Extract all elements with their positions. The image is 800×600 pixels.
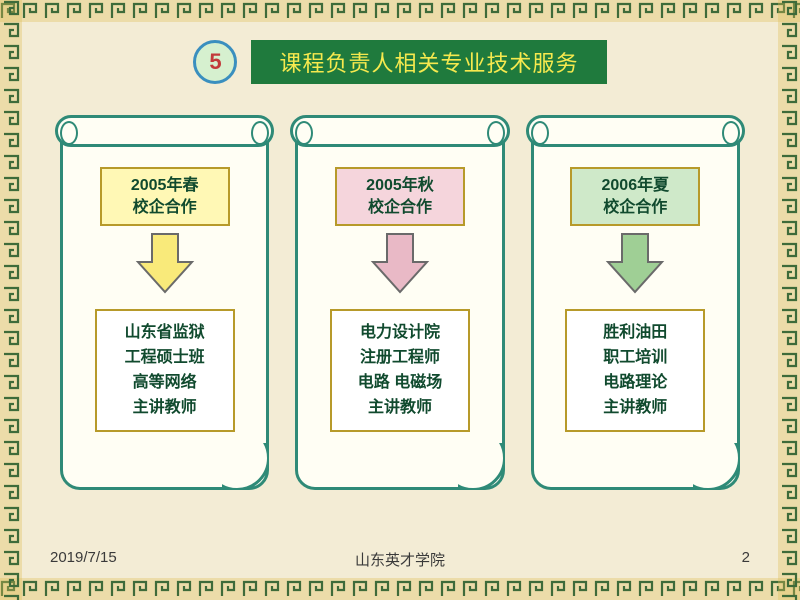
period-box: 2006年夏校企合作 <box>570 167 700 226</box>
header-title: 课程负责人相关专业技术服务 <box>279 51 578 76</box>
scroll-card-2: 2006年夏校企合作 胜利油田职工培训电路理论主讲教师 <box>531 130 740 490</box>
detail-line: 主讲教师 <box>105 396 225 421</box>
period-line1: 2005年春 <box>110 175 220 197</box>
down-arrow-icon <box>600 232 670 301</box>
border-right-pattern <box>778 0 800 600</box>
detail-line: 主讲教师 <box>575 396 695 421</box>
scroll-top-roll <box>526 115 745 147</box>
scroll-row: 2005年春校企合作 山东省监狱工程硕士班高等网络主讲教师2005年秋校企合作 … <box>60 130 740 490</box>
detail-line: 电路 电磁场 <box>340 371 460 396</box>
detail-line: 主讲教师 <box>340 396 460 421</box>
scroll-card-1: 2005年秋校企合作 电力设计院注册工程师电路 电磁场主讲教师 <box>295 130 504 490</box>
detail-line: 电力设计院 <box>340 321 460 346</box>
detail-box: 电力设计院注册工程师电路 电磁场主讲教师 <box>330 309 470 432</box>
detail-line: 注册工程师 <box>340 346 460 371</box>
detail-line: 职工培训 <box>575 346 695 371</box>
detail-line: 胜利油田 <box>575 321 695 346</box>
detail-line: 工程硕士班 <box>105 346 225 371</box>
slide-header: 5 课程负责人相关专业技术服务 <box>0 40 800 84</box>
period-line2: 校企合作 <box>580 197 690 219</box>
period-box: 2005年春校企合作 <box>100 167 230 226</box>
footer-org: 山东英才学院 <box>0 549 800 570</box>
scroll-top-roll <box>290 115 509 147</box>
scroll-bottom-curl <box>222 443 268 489</box>
scroll-top-roll <box>55 115 274 147</box>
period-line1: 2006年夏 <box>580 175 690 197</box>
scroll-bottom-curl <box>693 443 739 489</box>
period-line1: 2005年秋 <box>345 175 455 197</box>
period-box: 2005年秋校企合作 <box>335 167 465 226</box>
detail-box: 胜利油田职工培训电路理论主讲教师 <box>565 309 705 432</box>
scroll-bottom-curl <box>458 443 504 489</box>
border-top-pattern <box>0 0 800 22</box>
detail-line: 高等网络 <box>105 371 225 396</box>
header-title-banner: 课程负责人相关专业技术服务 <box>251 40 606 84</box>
period-line2: 校企合作 <box>110 197 220 219</box>
period-line2: 校企合作 <box>345 197 455 219</box>
detail-line: 电路理论 <box>575 371 695 396</box>
detail-box: 山东省监狱工程硕士班高等网络主讲教师 <box>95 309 235 432</box>
header-number-badge: 5 <box>193 40 237 84</box>
detail-line: 山东省监狱 <box>105 321 225 346</box>
down-arrow-icon <box>365 232 435 301</box>
down-arrow-icon <box>130 232 200 301</box>
footer-date: 2019/7/15 <box>50 549 117 566</box>
border-left-pattern <box>0 0 22 600</box>
slide-footer: 2019/7/15 山东英才学院 2 <box>0 549 800 570</box>
border-bottom-pattern <box>0 578 800 600</box>
slide: 5 课程负责人相关专业技术服务 2005年春校企合作 山东省监狱工程硕士班高等网… <box>0 0 800 600</box>
scroll-card-0: 2005年春校企合作 山东省监狱工程硕士班高等网络主讲教师 <box>60 130 269 490</box>
header-number: 5 <box>209 49 221 75</box>
footer-page: 2 <box>742 549 750 566</box>
